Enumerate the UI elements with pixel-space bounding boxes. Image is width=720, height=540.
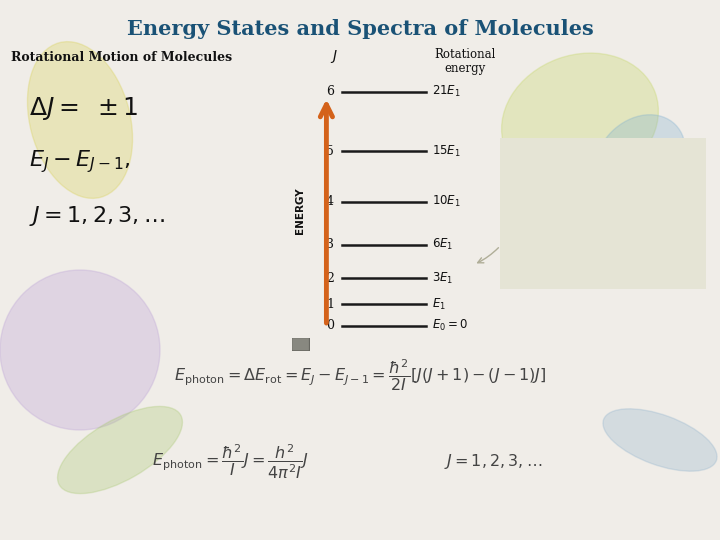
Text: energy: energy [444,62,485,75]
Text: Energy States and Spectra of Molecules: Energy States and Spectra of Molecules [127,19,593,39]
Text: $E_{\mathrm{photon}} = \dfrac{\hbar^2}{I}J = \dfrac{h^2}{4\pi^2 I}J$: $E_{\mathrm{photon}} = \dfrac{\hbar^2}{I… [152,442,309,481]
Text: Rotational Motion of Molecules: Rotational Motion of Molecules [11,51,232,64]
Text: 3: 3 [326,238,334,251]
Text: Rotational: Rotational [434,48,495,60]
Text: $J = 1, 2, 3, \ldots$: $J = 1, 2, 3, \ldots$ [444,452,542,471]
Text: $J = 1, 2, 3,\ldots$: $J = 1, 2, 3,\ldots$ [29,204,165,228]
Text: $10E_1$: $10E_1$ [432,194,461,209]
Ellipse shape [502,53,658,187]
Text: $J$: $J$ [330,49,338,65]
Text: ENERGY: ENERGY [294,188,305,234]
Text: $E_{\mathrm{photon}} = \Delta E_{\mathrm{rot}} = E_J - E_{J-1} = \dfrac{\hbar^2}: $E_{\mathrm{photon}} = \Delta E_{\mathrm… [174,357,546,393]
Text: $E_0 = 0$: $E_0 = 0$ [432,318,468,333]
Text: 1: 1 [326,298,334,311]
Text: 5: 5 [326,145,334,158]
Text: $6E_1$: $6E_1$ [432,237,454,252]
Text: $15E_1$: $15E_1$ [432,144,461,159]
Ellipse shape [595,114,685,205]
Text: The energies of
allowed states can
be calculated using
Equation 43.6.: The energies of allowed states can be ca… [538,178,668,249]
FancyBboxPatch shape [496,134,710,292]
Circle shape [0,270,160,430]
Text: 4: 4 [326,195,334,208]
Text: $E_1$: $E_1$ [432,297,446,312]
Text: $E_J - E_{J-1},$: $E_J - E_{J-1},$ [29,148,130,176]
Ellipse shape [603,409,717,471]
FancyBboxPatch shape [292,338,310,351]
Text: $21 E_1$: $21 E_1$ [432,84,461,99]
Text: 6: 6 [326,85,334,98]
Text: b: b [297,339,305,349]
Text: $\Delta J=\ \pm1$: $\Delta J=\ \pm1$ [29,94,138,122]
Text: $3E_1$: $3E_1$ [432,271,454,286]
Text: 2: 2 [326,272,334,285]
Text: 0: 0 [326,319,334,332]
Ellipse shape [58,407,182,494]
Ellipse shape [27,42,132,198]
